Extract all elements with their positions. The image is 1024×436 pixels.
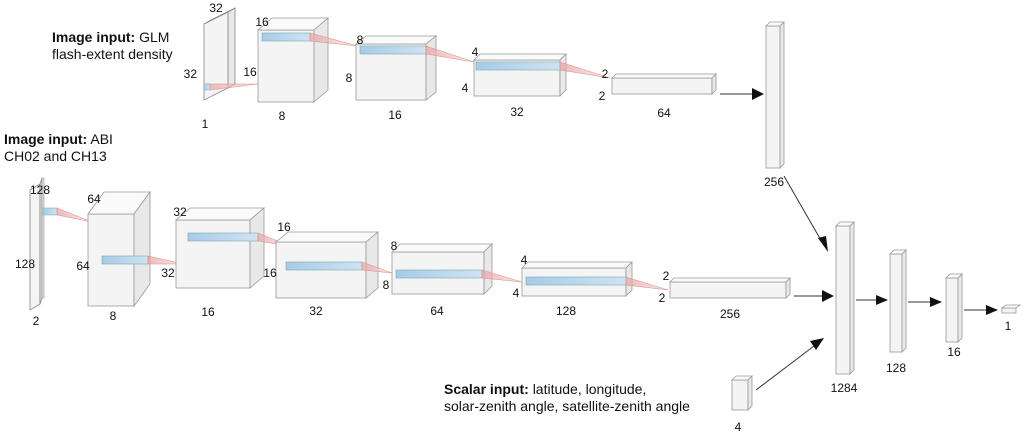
head-concat-layer: 1284 (831, 221, 858, 395)
glm-block-1-depth-label: 32 (209, 1, 223, 15)
glm-block-3-depth-label: 8 (357, 33, 364, 47)
abi-block-3-channels-label: 16 (201, 305, 215, 319)
scalar-input-label-line2: solar-zenith angle, satellite-zenith ang… (444, 398, 690, 414)
abi-block-3-depth-label: 32 (173, 205, 187, 219)
head-dense-128: 128 (886, 249, 907, 375)
glm-kernel-cone-1 (205, 83, 259, 91)
glm-block-2: 16 16 8 (243, 15, 359, 123)
glm-block-2-channels-label: 8 (279, 109, 286, 123)
glm-input-label-line2: flash-extent density (52, 46, 173, 62)
abi-block-3-height-label: 32 (161, 266, 175, 280)
abi-block-7: 2 2 256 (659, 269, 791, 321)
glm-kernel-1 (203, 83, 211, 91)
abi-block-6: 4 4 128 (513, 253, 669, 318)
abi-block-5: 8 8 64 (383, 239, 523, 318)
glm-block-4-channels-label: 32 (510, 105, 524, 119)
head-output: 1 (1000, 304, 1022, 333)
abi-block-4-channels-label: 32 (309, 304, 323, 318)
abi-block-3: 32 32 16 (161, 205, 291, 319)
glm-branch: 32 32 1 16 16 8 8 8 16 (184, 1, 785, 189)
abi-block-1-height-label: 128 (15, 257, 35, 271)
abi-block-1-depth-label: 128 (30, 183, 50, 197)
scalar-units-label: 4 (735, 420, 742, 434)
glm-block-5-depth-label: 2 (602, 67, 609, 81)
abi-block-1-channels-label: 2 (33, 314, 40, 328)
abi-block-2-depth-label: 64 (87, 192, 101, 206)
glm-block-2-depth-label: 16 (255, 15, 269, 29)
glm-block-3: 8 8 16 (346, 33, 475, 122)
glm-block-5-height-label: 2 (599, 89, 606, 103)
abi-block-7-height-label: 2 (659, 291, 666, 305)
abi-input-label-bold: Image input: (4, 131, 88, 147)
glm-block-5: 2 2 64 (599, 67, 717, 120)
glm-block-4: 4 4 32 (462, 45, 611, 119)
abi-block-2-height-label: 64 (76, 259, 90, 273)
abi-block-2: 64 64 8 (76, 190, 185, 323)
glm-input-label-rest: GLM (139, 29, 170, 45)
abi-block-6-depth-label: 4 (521, 253, 528, 267)
glm-block-3-height-label: 8 (346, 71, 353, 85)
head-dense-16: 16 (945, 273, 963, 359)
glm-input-label-bold: Image input: (52, 29, 136, 45)
glm-dense-units-label: 256 (764, 175, 784, 189)
scalar-input-label: Scalar input: latitude, longitude, solar… (444, 381, 690, 415)
head-branch: 1284 128 16 1 (831, 221, 1022, 395)
head-dense-16-units-label: 16 (947, 345, 961, 359)
abi-block-4-depth-label: 16 (277, 220, 291, 234)
abi-block-4-height-label: 16 (263, 266, 277, 280)
glm-block-2-height-label: 16 (243, 65, 257, 79)
glm-to-concat-arrow (783, 175, 823, 243)
scalar-to-concat-arrow (755, 345, 815, 391)
abi-input-label: Image input: ABI CH02 and CH13 (4, 131, 113, 165)
abi-block-7-depth-label: 2 (663, 269, 670, 283)
abi-block-1: 128 128 2 (15, 177, 93, 328)
glm-dense-layer: 256 (764, 21, 785, 189)
glm-input-label: Image input: GLM flash-extent density (52, 29, 173, 63)
abi-block-4: 16 16 32 (263, 220, 393, 318)
glm-block-1-channels-label: 1 (202, 117, 209, 131)
head-concat-units-label: 1284 (831, 381, 858, 395)
abi-input-label-rest: ABI (90, 131, 113, 147)
scalar-branch: 4 (731, 338, 824, 434)
glm-block-1: 32 32 1 (184, 1, 236, 131)
abi-block-5-channels-label: 64 (430, 304, 444, 318)
abi-block-6-height-label: 4 (513, 286, 520, 300)
glm-block-4-height-label: 4 (462, 81, 469, 95)
scalar-input-label-rest: latitude, longitude, (532, 381, 647, 397)
abi-block-6-channels-label: 128 (556, 304, 576, 318)
head-dense-128-units-label: 128 (886, 361, 906, 375)
abi-input-label-line2: CH02 and CH13 (4, 148, 107, 164)
scalar-input-label-bold: Scalar input: (444, 381, 529, 397)
glm-block-3-channels-label: 16 (388, 108, 402, 122)
abi-block-5-depth-label: 8 (391, 239, 398, 253)
abi-branch: 128 128 2 64 64 8 32 32 16 (15, 177, 834, 328)
abi-block-5-height-label: 8 (383, 278, 390, 292)
head-output-units-label: 1 (1005, 319, 1012, 333)
glm-block-5-channels-label: 64 (657, 106, 671, 120)
abi-block-7-channels-label: 256 (720, 307, 740, 321)
glm-block-4-depth-label: 4 (472, 45, 479, 59)
glm-block-1-height-label: 32 (184, 67, 198, 81)
abi-block-2-channels-label: 8 (110, 309, 117, 323)
